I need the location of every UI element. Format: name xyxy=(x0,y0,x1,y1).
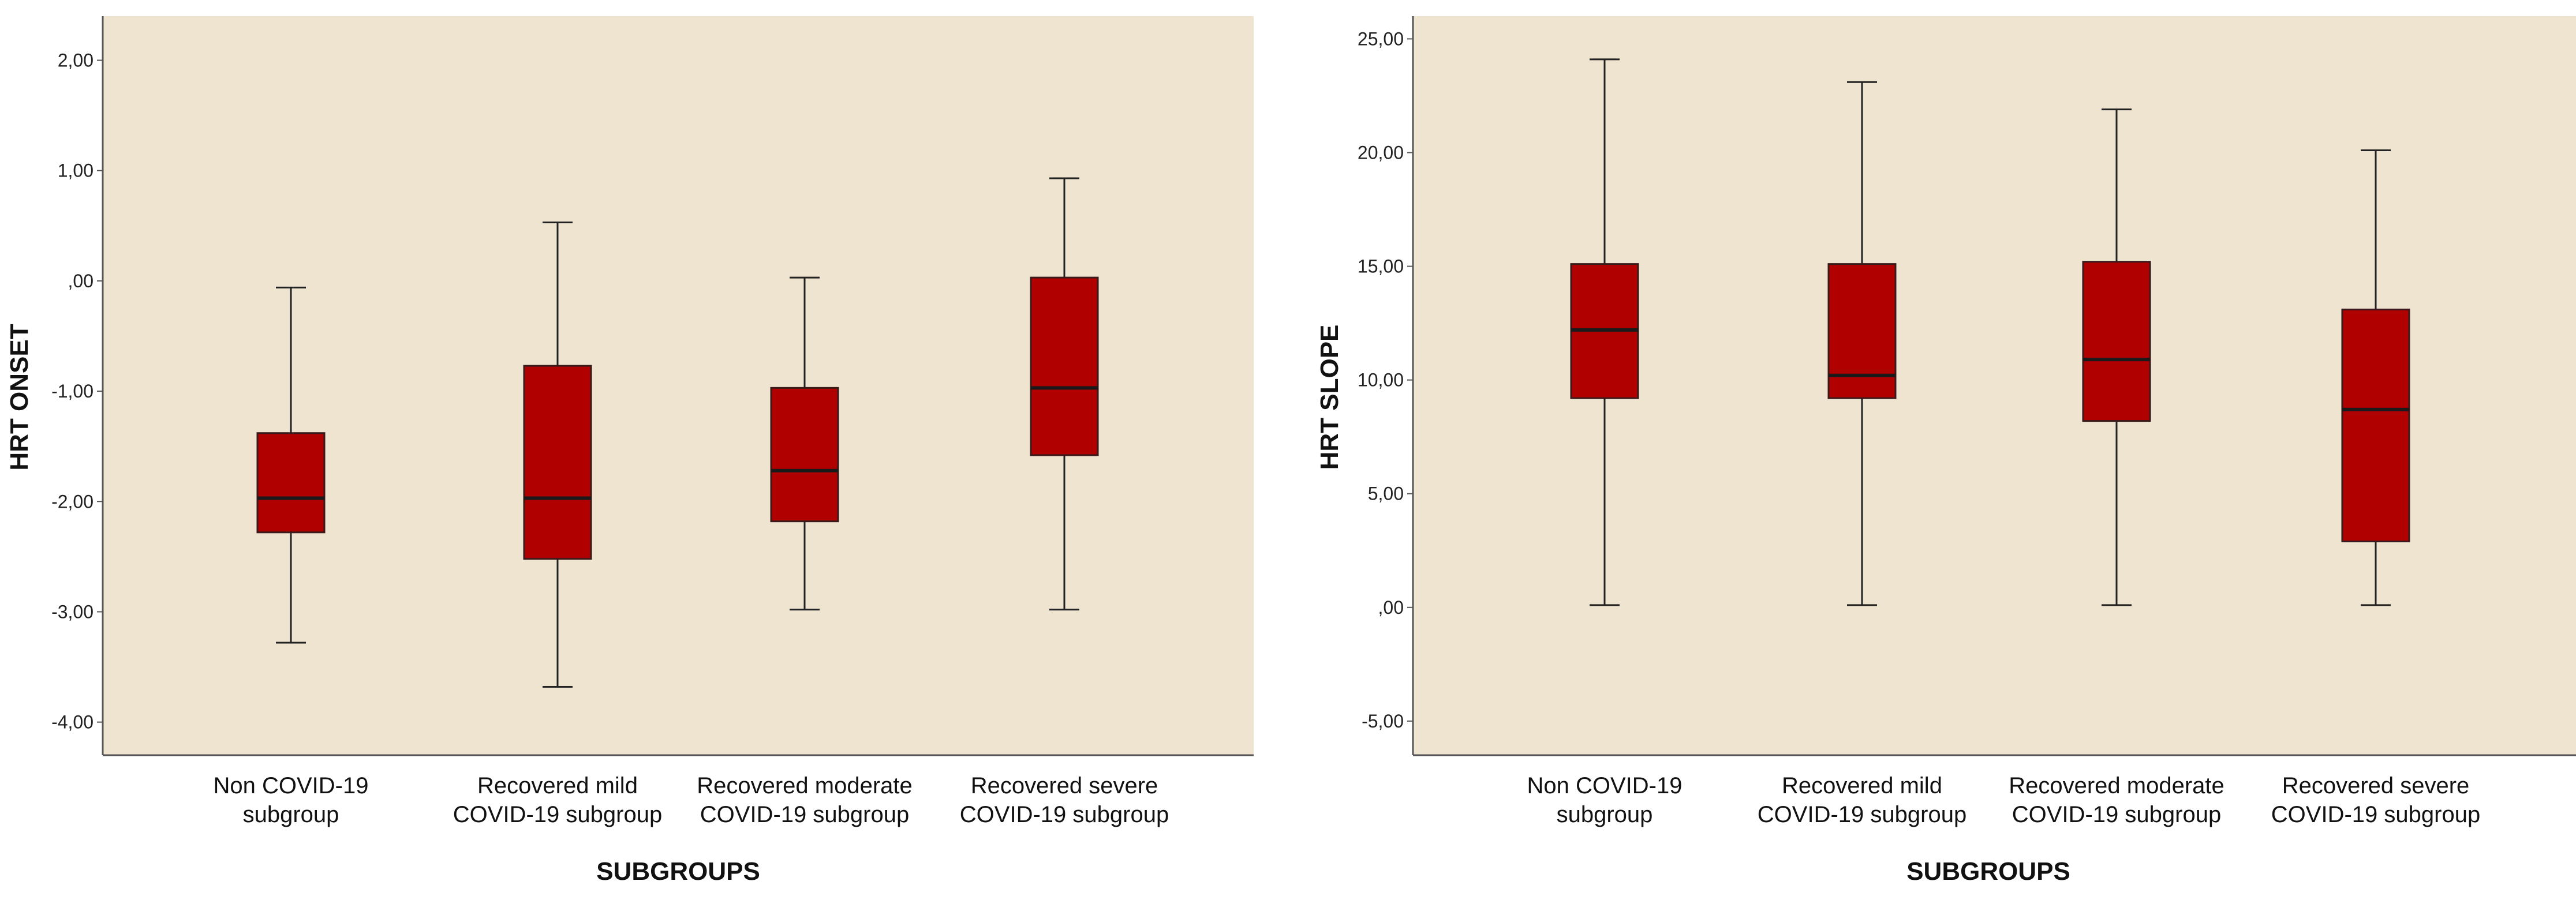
category-label: COVID-19 subgroup xyxy=(2271,802,2480,827)
category-label: Non COVID-19 xyxy=(1527,773,1683,798)
y-tick-label: 1,00 xyxy=(58,160,94,181)
x-axis-title: SUBGROUPS xyxy=(1906,857,2070,886)
category-label: subgroup xyxy=(1557,802,1653,827)
box-1 xyxy=(256,286,326,644)
box-2 xyxy=(1827,81,1897,606)
x-axis-title: SUBGROUPS xyxy=(596,857,760,886)
y-tick-label: 5,00 xyxy=(1368,483,1404,504)
category-label: Recovered moderate xyxy=(697,773,913,798)
box-2 xyxy=(523,222,592,688)
chart-panel-1: 2,00 1,00 ,00 -1,00 -2,00 -3,00 -4,00 HRT ONSET… xyxy=(5,16,1254,886)
box-iqr xyxy=(2082,261,2151,422)
category-label: Recovered mild xyxy=(477,773,638,798)
box-4 xyxy=(1030,177,1099,611)
y-tick-label: -4,00 xyxy=(51,712,94,733)
category-label: COVID-19 subgroup xyxy=(700,802,909,827)
box-iqr xyxy=(770,387,839,523)
box-3 xyxy=(770,276,839,611)
y-tick-label: 25,00 xyxy=(1358,28,1404,49)
y-tick-label: -2,00 xyxy=(51,491,94,512)
box-iqr xyxy=(2341,308,2410,542)
category-label: COVID-19 subgroup xyxy=(2012,802,2221,827)
category-label: Non COVID-19 xyxy=(214,773,369,798)
box-4 xyxy=(2341,149,2410,606)
chart-panel-2: 25,00 20,00 15,00 10,00 5,00 ,00 -5,00 HRT SLOP… xyxy=(1315,16,2576,886)
box-1 xyxy=(1570,58,1639,606)
category-label: Recovered mild xyxy=(1782,773,1942,798)
box-iqr xyxy=(256,432,326,534)
category-label: COVID-19 subgroup xyxy=(1758,802,1966,827)
category-label: COVID-19 subgroup xyxy=(453,802,662,827)
y-tick-label: 2,00 xyxy=(58,50,94,70)
y-tick-label: ,00 xyxy=(68,271,94,291)
category-label: subgroup xyxy=(243,802,339,827)
y-axis-title: HRT SLOPE xyxy=(1315,325,1344,470)
y-tick-label: 10,00 xyxy=(1358,370,1404,391)
y-tick-label: ,00 xyxy=(1378,597,1404,618)
box-iqr xyxy=(523,365,592,560)
category-label: Recovered moderate xyxy=(2009,773,2224,798)
y-axis-title: HRT ONSET xyxy=(5,324,33,470)
box-iqr xyxy=(1827,263,1897,399)
box-3 xyxy=(2082,108,2151,606)
y-tick-label: -1,00 xyxy=(51,381,94,402)
category-label: Recovered severe xyxy=(971,773,1158,798)
y-tick-label: -3,00 xyxy=(51,601,94,622)
y-tick-label: -5,00 xyxy=(1362,711,1404,732)
category-label: Recovered severe xyxy=(2282,773,2470,798)
box-iqr xyxy=(1030,276,1099,456)
y-tick-label: 20,00 xyxy=(1358,142,1404,163)
y-tick-label: 15,00 xyxy=(1358,256,1404,277)
category-label: COVID-19 subgroup xyxy=(960,802,1169,827)
